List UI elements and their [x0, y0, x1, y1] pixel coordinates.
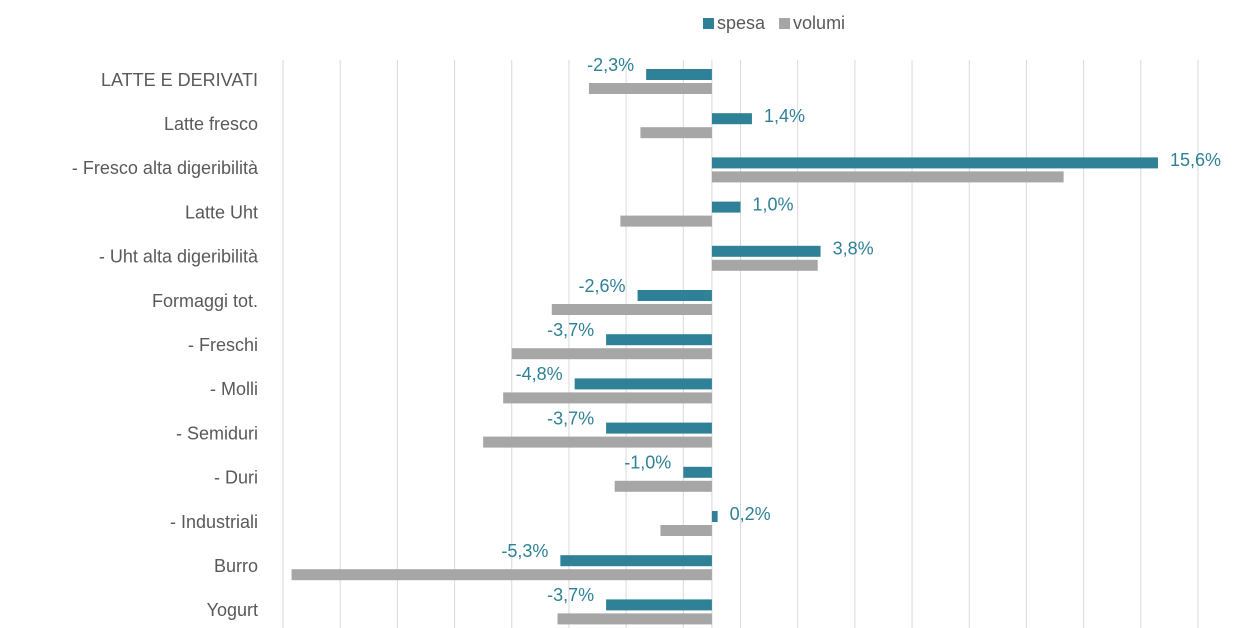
data-label: -3,7%: [547, 585, 594, 605]
bar: [711, 171, 1064, 183]
y-tick-label: Latte fresco: [164, 114, 258, 134]
bar: [711, 201, 741, 213]
legend-swatch: [779, 18, 791, 29]
bar: [711, 511, 718, 522]
data-label: -1,0%: [624, 453, 671, 473]
bar: [640, 127, 712, 139]
data-label: -2,3%: [587, 55, 634, 75]
y-tick-label: - Industriali: [170, 512, 258, 532]
data-label: 3,8%: [833, 239, 874, 259]
bar: [606, 334, 712, 346]
data-label: 15,6%: [1170, 150, 1221, 170]
y-tick-label: - Duri: [214, 468, 258, 488]
bar: [483, 436, 712, 448]
y-tick-label: LATTE E DERIVATI: [101, 70, 258, 90]
legend-label: spesa: [717, 13, 766, 33]
legend-label: volumi: [793, 13, 845, 33]
bar: [503, 392, 712, 404]
bar: [291, 569, 712, 581]
bar: [711, 245, 821, 257]
bar: [551, 304, 712, 315]
y-tick-label: Burro: [214, 556, 258, 576]
data-label: -3,7%: [547, 320, 594, 340]
y-tick-label: - Semiduri: [176, 423, 258, 443]
data-label: -2,6%: [579, 276, 626, 296]
data-label: -4,8%: [516, 364, 563, 384]
bar: [646, 69, 712, 80]
bar: [614, 480, 712, 492]
data-label: -5,3%: [501, 541, 548, 561]
y-tick-label: - Uht alta digeribilità: [99, 247, 259, 267]
bar: [606, 599, 712, 611]
bar: [511, 348, 712, 360]
bar: [557, 613, 712, 625]
data-label: 1,4%: [764, 106, 805, 126]
data-label: -3,7%: [547, 408, 594, 428]
data-label: 0,2%: [730, 504, 771, 524]
data-label: 1,0%: [753, 194, 794, 214]
y-tick-label: - Molli: [210, 379, 258, 399]
bar: [588, 83, 712, 94]
bar: [711, 259, 818, 271]
bar: [711, 113, 752, 125]
bar: [637, 290, 712, 301]
y-tick-label: Formaggi tot.: [152, 291, 258, 311]
y-tick-label: - Fresco alta digeribilità: [72, 158, 259, 178]
bar: [574, 378, 712, 390]
bar: [683, 466, 712, 478]
bar: [620, 215, 712, 227]
bar: [560, 555, 712, 567]
y-tick-label: Yogurt: [207, 600, 258, 620]
y-tick-label: - Freschi: [188, 335, 258, 355]
bar: [606, 422, 712, 434]
legend-swatch: [703, 18, 714, 29]
bar: [660, 525, 712, 536]
bar: [711, 157, 1158, 169]
y-tick-label: Latte Uht: [185, 202, 258, 222]
